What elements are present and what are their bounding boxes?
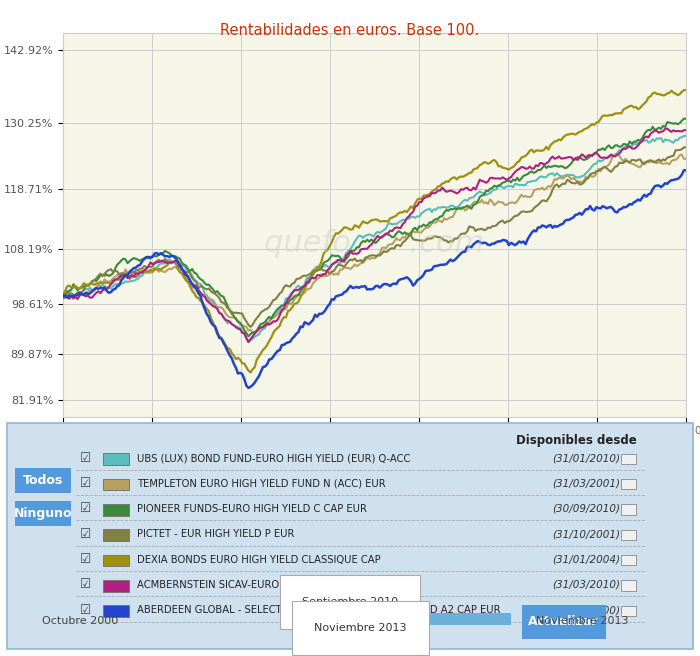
FancyBboxPatch shape [13,500,74,527]
Text: Noviembre 2013: Noviembre 2013 [536,615,628,626]
FancyBboxPatch shape [103,529,129,541]
FancyBboxPatch shape [7,423,693,649]
Text: ☑: ☑ [80,553,92,566]
Text: ☑: ☑ [80,527,92,541]
FancyBboxPatch shape [103,605,129,617]
FancyBboxPatch shape [103,554,129,566]
Text: Todos: Todos [23,474,64,487]
FancyBboxPatch shape [621,605,636,616]
Text: ☑: ☑ [80,502,92,516]
FancyBboxPatch shape [103,504,129,516]
FancyBboxPatch shape [103,479,129,490]
FancyBboxPatch shape [344,613,511,625]
Text: ACMBERNSTEIN SICAV-EURO HIGH YIELD A2 EUR: ACMBERNSTEIN SICAV-EURO HIGH YIELD A2 EU… [137,580,379,590]
FancyBboxPatch shape [621,555,636,565]
Text: ABERDEEN GLOBAL - SELECT EURO HIGH YIELD BOND FUND A2 CAP EUR: ABERDEEN GLOBAL - SELECT EURO HIGH YIELD… [137,605,500,615]
Text: TEMPLETON EURO HIGH YIELD FUND N (ACC) EUR: TEMPLETON EURO HIGH YIELD FUND N (ACC) E… [137,478,386,489]
FancyBboxPatch shape [621,529,636,540]
Text: PIONEER FUNDS-EURO HIGH YIELD C CAP EUR: PIONEER FUNDS-EURO HIGH YIELD C CAP EUR [137,504,368,514]
Text: (31/10/2001): (31/10/2001) [553,529,621,539]
Text: Septiembre 2010: Septiembre 2010 [302,597,398,607]
Text: (30/09/2010): (30/09/2010) [553,504,621,514]
Text: DEXIA BONDS EURO HIGH YIELD CLASSIQUE CAP: DEXIA BONDS EURO HIGH YIELD CLASSIQUE CA… [137,554,381,565]
Text: quefo      .com: quefo .com [265,230,484,258]
FancyBboxPatch shape [621,504,636,514]
Text: ☑: ☑ [80,579,92,592]
Text: Ninguno: Ninguno [14,507,73,520]
Text: Rentabilidades en euros. Base 100.: Rentabilidades en euros. Base 100. [220,23,480,38]
FancyBboxPatch shape [13,467,74,495]
Text: ☑: ☑ [80,452,92,464]
Text: (31/01/2004): (31/01/2004) [553,554,621,565]
FancyBboxPatch shape [103,580,129,592]
Text: (31/01/2010): (31/01/2010) [553,453,621,463]
Text: UBS (LUX) BOND FUND-EURO HIGH YIELD (EUR) Q-ACC: UBS (LUX) BOND FUND-EURO HIGH YIELD (EUR… [137,453,411,463]
FancyBboxPatch shape [621,581,636,590]
Text: Actualizar: Actualizar [528,615,598,628]
Text: (31/03/2001): (31/03/2001) [553,478,621,489]
Text: Disponibles desde: Disponibles desde [516,434,637,447]
Text: PICTET - EUR HIGH YIELD P EUR: PICTET - EUR HIGH YIELD P EUR [137,529,295,539]
FancyBboxPatch shape [517,603,610,641]
FancyBboxPatch shape [103,453,129,465]
Text: Noviembre 2013: Noviembre 2013 [314,623,407,633]
Text: ☑: ☑ [80,477,92,490]
Text: ☑: ☑ [80,604,92,617]
Text: (31/10/2000): (31/10/2000) [553,605,621,615]
FancyBboxPatch shape [621,454,636,464]
Text: (31/03/2010): (31/03/2010) [553,580,621,590]
FancyBboxPatch shape [621,479,636,489]
Text: Octubre 2000: Octubre 2000 [42,615,118,626]
